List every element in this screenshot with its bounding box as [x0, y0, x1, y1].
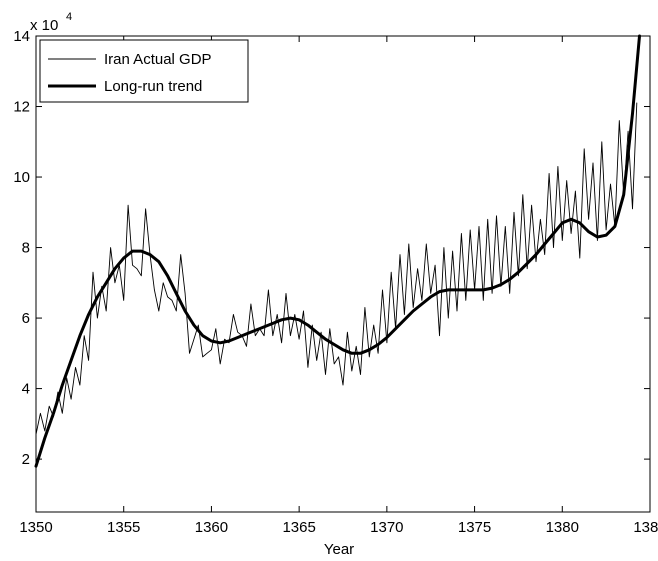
- y-tick-label: 6: [22, 310, 30, 327]
- x-tick-label: 1385: [633, 519, 658, 536]
- y-tick-label: 8: [22, 240, 30, 257]
- legend-box: [39, 39, 249, 103]
- series-layer: [34, 34, 641, 468]
- plot-frame: [35, 35, 651, 513]
- y-tick-label: 14: [13, 28, 30, 45]
- x-tick-label: 1355: [107, 519, 140, 536]
- legend-label-trend: Long-run trend: [104, 78, 202, 95]
- y-tick-label: 2: [22, 451, 30, 468]
- y-tick-label: 4: [22, 381, 30, 398]
- series-long-run-trend: [34, 34, 641, 468]
- x-tick-label: 1360: [195, 519, 228, 536]
- axes: 1350 1355 1360 1365 1370 1375 1380 1385 2 4 6 8 10 12…: [13, 28, 658, 536]
- x-tick-label: 1380: [546, 519, 579, 536]
- x-tick-label: 1350: [19, 519, 52, 536]
- y-axis-multiplier: x 10 4: [30, 11, 72, 34]
- legend: Iran Actual GDP Long-run trend: [39, 39, 249, 103]
- x-tick-label: 1375: [458, 519, 491, 536]
- series-actual-gdp: [35, 102, 638, 435]
- legend-label-actual-gdp: Iran Actual GDP: [104, 51, 212, 68]
- x-tick-label: 1365: [282, 519, 315, 536]
- y-multiplier-base: x 10: [30, 17, 58, 34]
- y-multiplier-exponent: 4: [66, 11, 72, 23]
- y-tick-label: 12: [13, 99, 30, 116]
- x-tick-label: 1370: [370, 519, 403, 536]
- y-tick-label: 10: [13, 169, 30, 186]
- x-axis-title: Year: [324, 541, 354, 558]
